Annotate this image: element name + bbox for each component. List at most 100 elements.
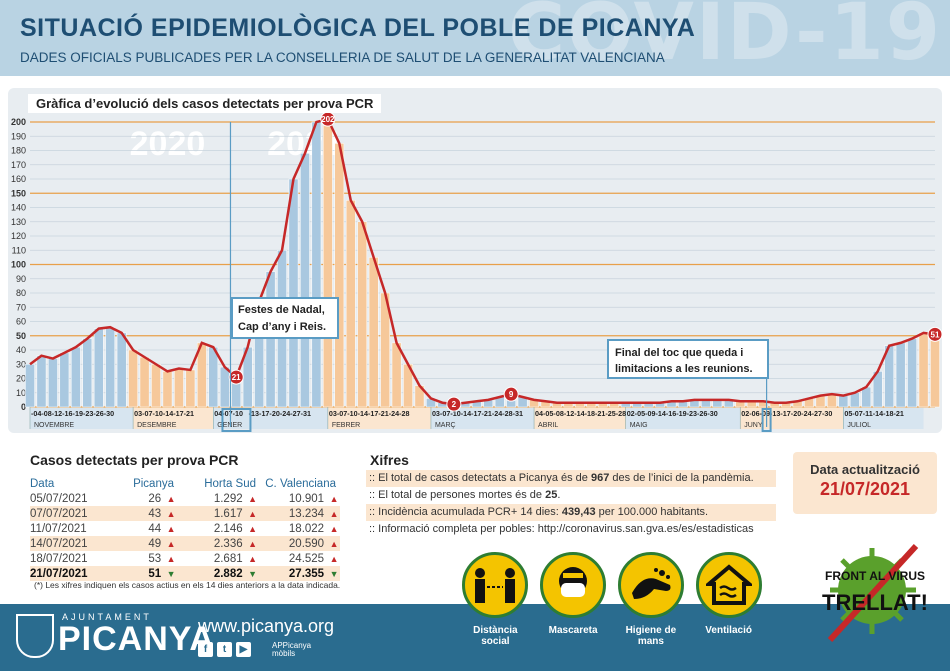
- y-tick-label: 10: [16, 388, 26, 398]
- data-label: 202: [321, 115, 335, 124]
- cell-cv: 10.901: [288, 492, 325, 505]
- table-header: Data Picanya Horta Sud C. Valenciana: [30, 476, 340, 491]
- chart-bar: [345, 200, 356, 408]
- twitter-icon[interactable]: t: [217, 642, 232, 657]
- measure-mask: Mascareta: [540, 552, 607, 647]
- month-label: ABRIL: [538, 422, 558, 429]
- header: COVID-19 SITUACIÓ EPIDEMIOLÒGICA DEL POB…: [0, 0, 950, 78]
- chart-bar: [59, 352, 70, 408]
- trend-arrow-icon: ▲: [329, 493, 339, 504]
- x-tick-label: 02-06-09-13-17-20-24-27-30: [741, 409, 832, 418]
- col-horta: Horta Sud: [204, 477, 256, 490]
- cell-picanya: 43: [148, 507, 162, 520]
- website-link[interactable]: www.picanya.org: [198, 616, 335, 636]
- cell-picanya: 53: [148, 552, 162, 565]
- month-label: MAIG: [630, 422, 648, 429]
- trend-arrow-icon: ▲: [329, 508, 339, 519]
- campaign-line1: FRONT AL VIRUS: [825, 569, 925, 583]
- xifres-line-incidence: :: Incidència acumulada PCR+ 14 dies: 43…: [366, 504, 776, 521]
- trend-arrow-icon: ▼: [329, 568, 339, 579]
- chart-title: Gràfica d’evolució dels casos detectats …: [28, 94, 382, 113]
- month-label: GENER: [217, 422, 242, 429]
- trend-arrow-icon: ▲: [166, 538, 176, 549]
- col-date: Data: [30, 477, 55, 490]
- page-subtitle: DADES OFICIALS PUBLICADES PER LA CONSELL…: [20, 50, 665, 65]
- cell-picanya: 44: [148, 522, 162, 535]
- trend-arrow-icon: ▲: [166, 508, 176, 519]
- annotation-box: [607, 339, 769, 379]
- annotation-marker: [221, 408, 252, 432]
- col-cv: C. Valenciana: [265, 477, 336, 490]
- chart-bar: [48, 358, 58, 408]
- month-band: [327, 407, 431, 429]
- chart-bar: [116, 332, 127, 408]
- social-links: f t ▶: [198, 642, 251, 657]
- col-picanya: Picanya: [133, 477, 174, 490]
- page-title: SITUACIÓ EPIDEMIOLÒGICA DEL POBLE DE PIC…: [20, 14, 696, 42]
- table-row: 14/07/2021 49 ▲ 2.336 ▲ 20.590 ▲: [30, 536, 340, 551]
- app-link[interactable]: APPicanya mòbils: [272, 641, 312, 658]
- series-line: [29, 117, 936, 406]
- chart-bar: [334, 143, 345, 408]
- trend-arrow-icon: ▲: [248, 553, 258, 564]
- chart-bar: [185, 369, 196, 408]
- chart-bar: [907, 338, 917, 408]
- chart-bar: [70, 346, 81, 408]
- cell-cv: 18.022: [288, 522, 325, 535]
- annotation-text: limitacions a les reunions.: [615, 363, 753, 375]
- annotation-text: Cap d’any i Reis.: [238, 321, 326, 333]
- y-tick-label: 50: [16, 331, 26, 341]
- xifres-line-deaths: :: El total de persones mortes és de 25.: [369, 489, 561, 501]
- measure-label: Mascareta: [548, 625, 598, 636]
- y-tick-label: 180: [11, 146, 26, 156]
- month-band: [133, 407, 214, 429]
- cell-picanya: 49: [148, 537, 162, 550]
- chart-bar: [82, 338, 93, 408]
- front-al-virus-logo: FRONT AL VIRUS TRELLAT!: [812, 540, 938, 646]
- mask-icon: [540, 552, 607, 618]
- month-band: [30, 407, 134, 429]
- cell-horta: 2.681: [213, 552, 243, 565]
- chart-bar: [918, 332, 929, 408]
- trend-arrow-icon: ▲: [166, 553, 176, 564]
- chart-bar: [219, 366, 230, 408]
- cell-cv: 24.525: [288, 552, 325, 565]
- trend-arrow-icon: ▲: [329, 553, 339, 564]
- chart-bar: [151, 364, 161, 408]
- table-row: 18/07/2021 53 ▲ 2.681 ▲ 24.525 ▲: [30, 551, 340, 566]
- data-label: 2: [452, 400, 457, 409]
- trend-arrow-icon: ▲: [166, 523, 176, 534]
- youtube-icon[interactable]: ▶: [236, 642, 251, 657]
- y-tick-label: 90: [16, 274, 26, 284]
- cell-date: 21/07/2021: [30, 567, 88, 580]
- chart-bar: [208, 346, 219, 408]
- data-label: 51: [931, 330, 940, 339]
- xifres-title: Xifres: [370, 452, 409, 468]
- data-point: [927, 326, 943, 342]
- y-tick-label: 160: [11, 174, 26, 184]
- cell-cv: 13.234: [288, 507, 325, 520]
- trend-arrow-icon: ▼: [248, 568, 258, 579]
- xifres-list: :: El total de casos detectats a Picanya…: [366, 470, 776, 538]
- annotation-text: Final del toc que queda i: [615, 347, 743, 359]
- cell-date: 18/07/2021: [30, 552, 88, 565]
- chart-bar: [391, 342, 402, 408]
- cell-horta: 2.146: [213, 522, 243, 535]
- table-row: 05/07/2021 26 ▲ 1.292 ▲ 10.901 ▲: [30, 491, 340, 506]
- trend-arrow-icon: ▲: [248, 493, 258, 504]
- month-band: [213, 407, 328, 429]
- y-tick-label: 150: [11, 188, 26, 198]
- x-tick-label: 04-07-10: [214, 409, 243, 418]
- trend-arrow-icon: ▲: [329, 523, 339, 534]
- month-band: [430, 407, 535, 429]
- facebook-icon[interactable]: f: [198, 642, 213, 657]
- trend-arrow-icon: ▲: [248, 508, 258, 519]
- y-tick-label: 130: [11, 217, 26, 227]
- x-tick-label: 03-07-10-14-17-21-24-28: [329, 409, 410, 418]
- cell-horta: 1.292: [213, 492, 243, 505]
- x-tick-label: 05-07-11-14-18-21: [844, 409, 904, 418]
- virus-icon: [827, 543, 919, 643]
- annotation-marker: [761, 408, 772, 432]
- month-band: [534, 407, 626, 429]
- cell-date: 05/07/2021: [30, 492, 88, 505]
